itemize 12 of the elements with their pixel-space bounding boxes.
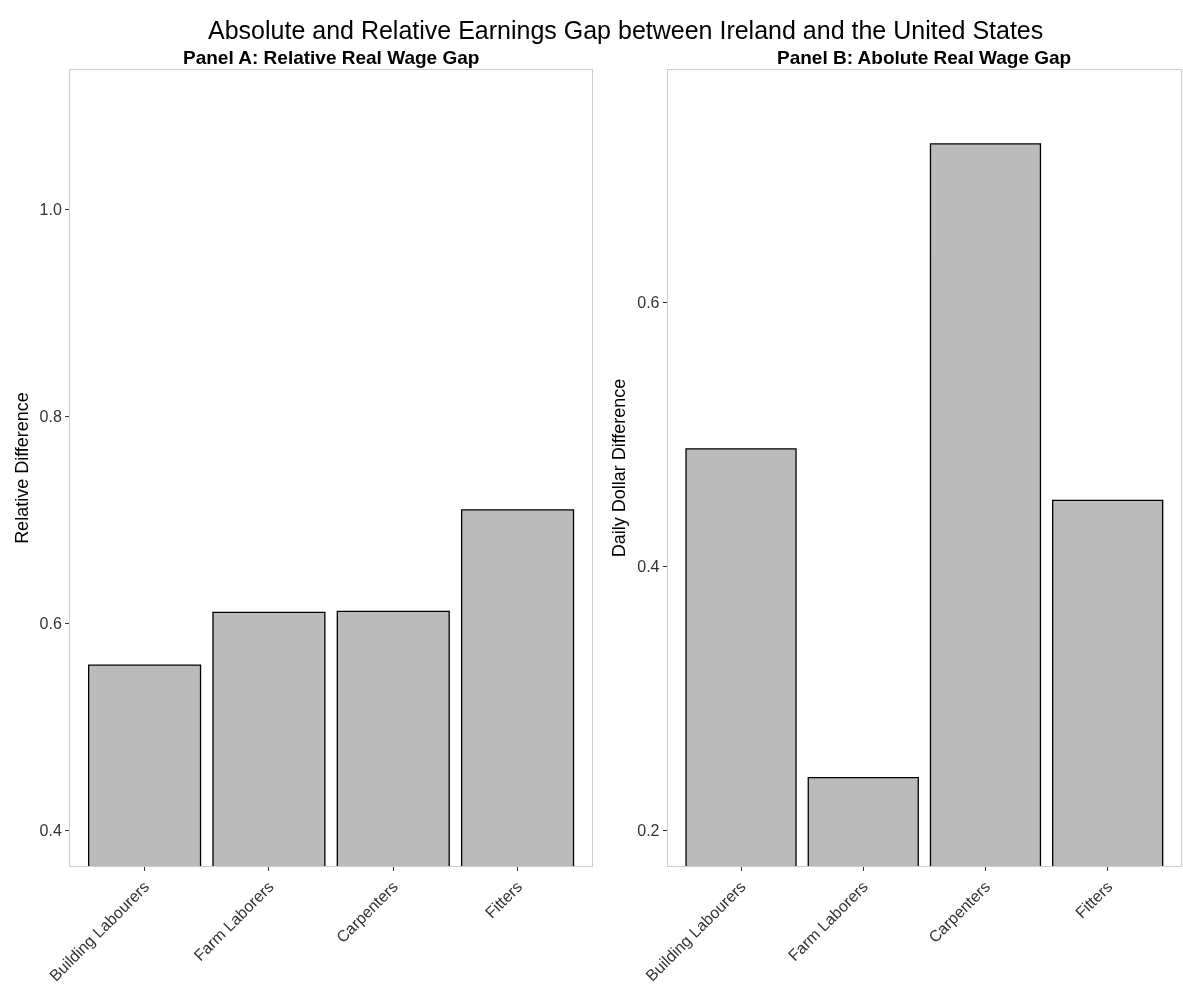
y-tick-label: 0.2: [637, 821, 660, 839]
y-tick-label: 0.8: [39, 408, 62, 426]
y-axis-title: Relative Difference: [11, 392, 32, 544]
y-tick-label: 1.0: [39, 201, 62, 219]
y-axis-title: Daily Dollar Difference: [609, 378, 630, 558]
chart-title: Panel B: Abolute Real Wage Gap: [777, 47, 1072, 68]
y-tick-label: 0.6: [637, 293, 660, 311]
text: Absolute and Relative Earnings Gap between Ireland and the United States: [208, 16, 1044, 44]
y-tick-label: 0.4: [637, 557, 660, 575]
y-tick-label: 0.6: [39, 615, 62, 633]
y-tick-label: 0.4: [39, 822, 62, 840]
chart-title: Panel A: Relative Real Wage Gap: [183, 47, 480, 68]
